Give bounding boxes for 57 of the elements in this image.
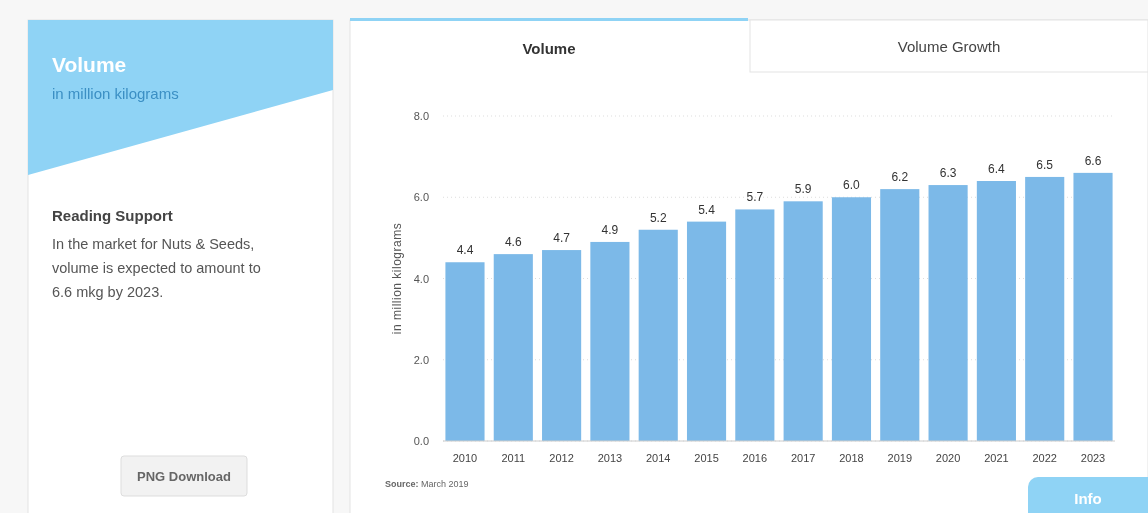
bar [928,185,968,441]
bar [880,189,920,441]
x-tick-label: 2018 [839,452,864,464]
x-tick-label: 2020 [935,452,961,464]
y-axis-title: in million kilograms [390,222,404,335]
data-label: 6.5 [1036,157,1054,172]
x-tick-label: 2015 [694,452,719,464]
data-label: 6.4 [988,162,1006,176]
bar [735,209,775,441]
bar [638,229,678,441]
x-tick-label: 2012 [549,452,574,464]
text: Volume [522,40,576,57]
data-label: 4.9 [601,222,619,237]
text: Reading Support [52,207,173,224]
x-tick-label: 2013 [597,452,623,464]
y-tick-label: 8.0 [413,110,429,122]
data-label: 4.6 [504,235,522,250]
y-tick-label: 2.0 [413,353,429,366]
y-tick-label: 6.0 [413,191,429,204]
bar [1073,172,1113,441]
y-tick-label: 0.0 [413,435,429,447]
x-tick-label: 2010 [452,452,478,464]
text: In the market for Nuts & Seeds, volume is expected to amount to 6.6 mkg by 2023. [52,236,261,300]
data-label: 5.2 [649,210,667,225]
data-label: 5.4 [698,202,716,217]
bar [445,262,485,441]
text: Info [1074,490,1102,507]
text: Volume Growth [897,38,1001,55]
x-tick-label: 2011 [501,452,526,464]
data-label: 6.0 [843,178,861,193]
y-tick-label: 4.0 [413,272,429,285]
x-tick-label: 2023 [1080,452,1106,464]
data-label: 6.3 [939,166,957,181]
x-tick-label: 2014 [645,452,671,464]
source-note: Source: March 2019 [385,479,469,489]
x-tick-label: 2017 [790,452,816,464]
data-label: 5.9 [794,182,812,197]
x-tick-label: 2021 [984,452,1009,464]
bar [542,250,582,441]
bar [590,241,630,441]
bar [1025,176,1065,441]
data-label: 5.7 [746,190,764,205]
bar [493,254,533,441]
bar [783,201,823,441]
data-label: 6.6 [1084,153,1102,168]
data-label: 4.7 [553,231,571,246]
x-tick-label: 2016 [742,452,768,464]
text: in million kilograms [52,85,179,102]
text: Volume [52,53,127,76]
bar [831,197,872,441]
bar [976,181,1016,441]
data-label: 4.4 [456,243,474,258]
x-tick-label: 2019 [887,452,913,464]
bar [686,221,727,441]
x-tick-label: 2022 [1032,452,1057,464]
data-label: 6.2 [891,170,909,185]
text: PNG Download [137,469,231,484]
